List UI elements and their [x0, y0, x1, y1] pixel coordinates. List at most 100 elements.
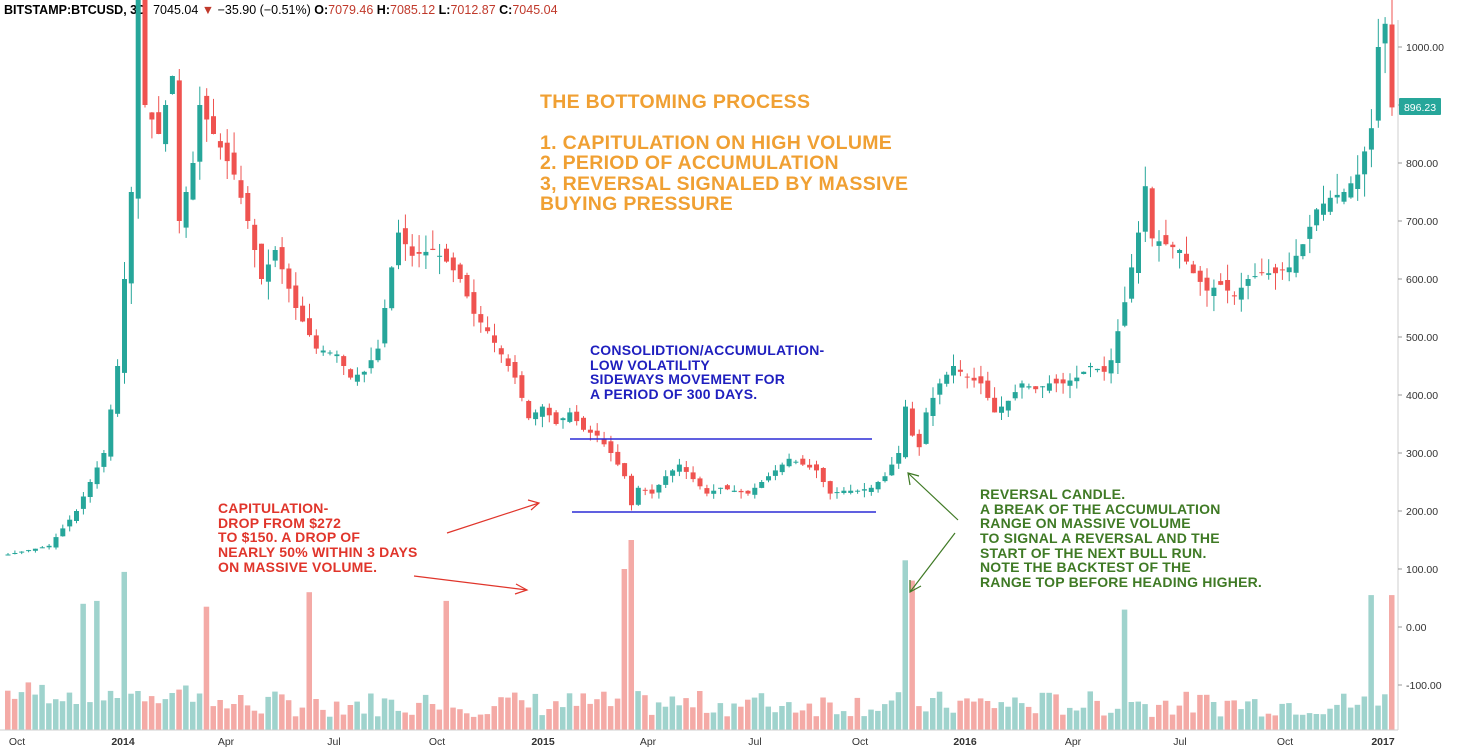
- candle: [622, 462, 628, 479]
- candle-body: [450, 257, 456, 271]
- volume-bar: [272, 691, 278, 730]
- candle-body: [1190, 264, 1196, 274]
- volume-bar: [1313, 714, 1320, 730]
- volume-bar: [176, 689, 182, 730]
- candle: [1218, 273, 1224, 286]
- candle: [265, 249, 271, 300]
- volume-bar: [1005, 706, 1011, 730]
- volume-bar: [930, 698, 936, 730]
- candle-body: [1108, 360, 1114, 374]
- candle: [1184, 236, 1189, 265]
- volume-bar: [1231, 700, 1237, 730]
- y-tick-label: 600.00: [1406, 274, 1438, 286]
- x-tick-label: Oct: [1277, 736, 1293, 748]
- x-tick-label: 2016: [953, 736, 977, 748]
- volume-bar: [416, 702, 422, 730]
- candle-body: [951, 366, 956, 376]
- candle: [60, 524, 66, 537]
- candle: [389, 266, 395, 311]
- candle-body: [231, 152, 237, 175]
- candle-body: [759, 482, 765, 488]
- capitulation-arrowhead-lower: [514, 583, 529, 595]
- candle: [169, 75, 175, 95]
- candle-body: [19, 551, 25, 553]
- candle: [772, 465, 778, 481]
- candle-body: [1211, 287, 1217, 296]
- candle-body: [1142, 186, 1148, 232]
- candle-body: [169, 76, 175, 94]
- reversal-arrowhead-lower: [909, 580, 922, 594]
- volume-bar: [1060, 714, 1066, 730]
- candle-body: [142, 0, 148, 106]
- x-tick-label: Oct: [429, 736, 445, 748]
- candle-body: [348, 369, 354, 378]
- candle-body: [498, 348, 504, 355]
- open-label: O:: [314, 3, 329, 17]
- candle: [67, 515, 73, 532]
- candle: [259, 243, 264, 285]
- candle-body: [971, 377, 977, 381]
- volume-bar: [183, 685, 189, 730]
- volume-bar: [1032, 713, 1039, 730]
- volume-bar: [964, 698, 970, 730]
- candle-body: [841, 490, 847, 493]
- volume-bar: [11, 698, 18, 730]
- candle: [1252, 263, 1258, 279]
- volume-bar: [1204, 694, 1210, 730]
- volume-bar: [1156, 704, 1162, 730]
- candle-body: [1088, 366, 1093, 368]
- volume-bar: [649, 714, 655, 730]
- candle: [231, 132, 237, 180]
- candle-body: [39, 547, 45, 549]
- candle-body: [389, 267, 395, 309]
- candle: [46, 544, 52, 550]
- volume-bar: [100, 700, 107, 730]
- candle-body: [402, 228, 408, 245]
- volume-bar: [957, 700, 963, 730]
- volume-bar: [1286, 703, 1292, 730]
- candle: [1081, 371, 1087, 375]
- volume-bar: [1354, 704, 1361, 730]
- candle: [834, 487, 840, 499]
- candle-body: [457, 264, 463, 279]
- volume-bar: [813, 716, 819, 730]
- candle: [1197, 266, 1203, 296]
- candle-body: [217, 141, 223, 148]
- candle-body: [944, 374, 950, 384]
- capitulation-annotation: CAPITULATION- DROP FROM $272 TO $150. A …: [218, 500, 418, 575]
- candle-body: [485, 327, 491, 332]
- volume-bar: [320, 709, 326, 730]
- candle: [87, 479, 93, 503]
- candle: [478, 306, 484, 333]
- candle-body: [156, 112, 162, 134]
- candle: [396, 219, 401, 270]
- volume-bar: [347, 705, 354, 730]
- candle: [930, 387, 936, 426]
- volume-bar: [66, 692, 73, 730]
- volume-bar: [1108, 712, 1114, 730]
- candle: [1238, 272, 1244, 312]
- volume-bar: [854, 697, 861, 730]
- volume-bar: [1389, 595, 1395, 730]
- reversal-arrow-upper: [907, 472, 959, 521]
- candle: [39, 546, 45, 549]
- open-value: 7079.46: [328, 3, 374, 17]
- candle-body: [957, 369, 963, 372]
- volume-bar: [169, 693, 175, 730]
- candle-body: [1348, 183, 1354, 198]
- volume-bar: [1361, 696, 1368, 730]
- candle-body: [834, 492, 840, 494]
- candle: [909, 401, 915, 437]
- candle-body: [245, 193, 251, 221]
- candle: [204, 88, 210, 142]
- volume-bar: [676, 705, 682, 730]
- candle-body: [745, 490, 751, 494]
- candle-body: [1314, 209, 1320, 226]
- y-tick-label: 700.00: [1406, 216, 1438, 228]
- candle: [293, 272, 299, 320]
- candle-body: [1019, 383, 1025, 388]
- candle: [492, 323, 497, 353]
- candle: [539, 404, 545, 428]
- volume-bar: [573, 705, 580, 730]
